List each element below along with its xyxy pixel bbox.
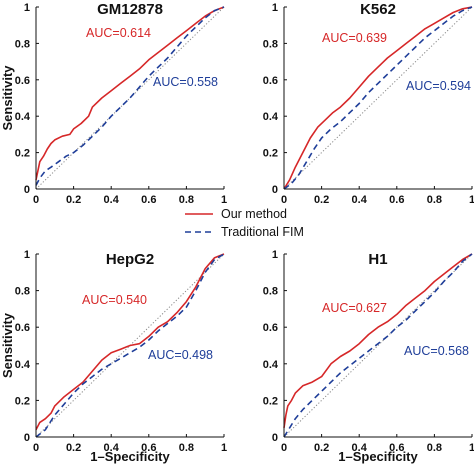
- x-tick-label: 1: [469, 442, 474, 454]
- series-line-traditional-fim: [35, 6, 225, 186]
- diagonal-reference-line: [283, 253, 473, 438]
- roc-panel: 0 0.2 0.4 0.6 0.8 1 0 0.2 0.4 0.6 0.8 1 K562 AUC=0.63…: [263, 1, 474, 206]
- y-tick-label: 0.2: [263, 148, 278, 160]
- y-tick-label: 0: [24, 432, 30, 444]
- auc-label-our-method: AUC=0.639: [322, 31, 387, 45]
- legend-label-traditional-fim: Traditional FIM: [221, 225, 304, 239]
- y-tick-label: 0.4: [263, 359, 279, 371]
- x-tick-label: 1: [221, 442, 227, 454]
- x-tick-label: 0.2: [66, 194, 81, 206]
- auc-label-our-method: AUC=0.627: [322, 301, 387, 315]
- panel-title: HepG2: [106, 251, 154, 268]
- series-line-our-method: [283, 6, 473, 190]
- x-tick-label: 0.8: [179, 194, 194, 206]
- y-tick-label: 0.4: [15, 359, 31, 371]
- x-tick-label: 1: [469, 194, 474, 206]
- legend-label-our-method: Our method: [221, 207, 287, 221]
- series-line-traditional-fim: [283, 6, 473, 190]
- x-tick-label: 0.4: [104, 194, 120, 206]
- x-tick-label: 0.2: [66, 442, 81, 454]
- x-tick-label: 0.2: [314, 194, 329, 206]
- x-axis-label: 1–Specificity: [338, 449, 418, 464]
- y-tick-label: 1: [24, 2, 30, 14]
- x-tick-label: 0.4: [352, 442, 368, 454]
- x-tick-label: 0.6: [141, 442, 156, 454]
- x-tick-label: 0: [281, 194, 287, 206]
- series-line-our-method: [283, 253, 473, 429]
- y-axis-label: Sensitivity: [0, 312, 15, 378]
- x-tick-label: 0.8: [427, 194, 442, 206]
- x-tick-label: 0.6: [141, 194, 156, 206]
- roc-panel: 0 0.2 0.4 0.6 0.8 1 0 0.2 0.4 0.6 0.8 1 HepG2 Sensiti…: [0, 249, 227, 464]
- y-tick-label: 0.8: [15, 286, 30, 298]
- roc-panel: 0 0.2 0.4 0.6 0.8 1 0 0.2 0.4 0.6 0.8 1 GM12878 Sensi…: [0, 1, 227, 206]
- y-tick-label: 1: [272, 249, 278, 261]
- x-tick-label: 0.6: [389, 442, 404, 454]
- diagonal-reference-line: [35, 6, 225, 190]
- x-tick-label: 1: [221, 194, 227, 206]
- y-tick-label: 0.6: [263, 322, 278, 334]
- x-tick-label: 0.4: [352, 194, 368, 206]
- y-tick-label: 1: [24, 249, 30, 261]
- auc-label-traditional-fim: AUC=0.558: [153, 75, 218, 89]
- y-tick-label: 0.6: [15, 322, 30, 334]
- x-tick-label: 0: [33, 442, 39, 454]
- panel-title: GM12878: [97, 1, 163, 18]
- auc-label-our-method: AUC=0.614: [86, 26, 151, 40]
- y-tick-label: 0.2: [263, 395, 278, 407]
- y-tick-label: 0.2: [15, 148, 30, 160]
- auc-label-traditional-fim: AUC=0.498: [148, 348, 213, 362]
- legend: Our method Traditional FIM: [185, 207, 304, 239]
- x-tick-label: 0: [281, 442, 287, 454]
- y-tick-label: 0.2: [15, 395, 30, 407]
- series-line-our-method: [35, 253, 225, 431]
- y-tick-label: 0.4: [15, 111, 31, 123]
- y-tick-label: 0.6: [263, 75, 278, 87]
- y-tick-label: 0: [272, 432, 278, 444]
- y-tick-label: 0: [24, 184, 30, 196]
- x-tick-label: 0.2: [314, 442, 329, 454]
- y-tick-label: 0.8: [263, 38, 278, 50]
- auc-label-our-method: AUC=0.540: [82, 293, 147, 307]
- x-tick-label: 0.8: [427, 442, 442, 454]
- roc-panel: 0 0.2 0.4 0.6 0.8 1 0 0.2 0.4 0.6 0.8 1 H1 1–Specific…: [263, 249, 474, 464]
- diagonal-reference-line: [35, 253, 225, 438]
- y-axis-label: Sensitivity: [0, 65, 15, 131]
- panel-title: H1: [368, 251, 387, 268]
- y-tick-label: 0.8: [263, 286, 278, 298]
- y-tick-label: 0: [272, 184, 278, 196]
- y-tick-label: 1: [272, 2, 278, 14]
- panel-title: K562: [360, 1, 396, 18]
- x-tick-label: 0: [33, 194, 39, 206]
- x-tick-label: 0.8: [179, 442, 194, 454]
- series-line-traditional-fim: [35, 253, 225, 438]
- x-tick-label: 0.4: [104, 442, 120, 454]
- y-tick-label: 0.8: [15, 38, 30, 50]
- x-axis-label: 1–Specificity: [90, 449, 170, 464]
- y-tick-label: 0.4: [263, 111, 279, 123]
- series-line-our-method: [35, 6, 225, 181]
- y-tick-label: 0.6: [15, 75, 30, 87]
- diagonal-reference-line: [283, 6, 473, 190]
- auc-label-traditional-fim: AUC=0.594: [406, 79, 471, 93]
- auc-label-traditional-fim: AUC=0.568: [404, 344, 469, 358]
- x-tick-label: 0.6: [389, 194, 404, 206]
